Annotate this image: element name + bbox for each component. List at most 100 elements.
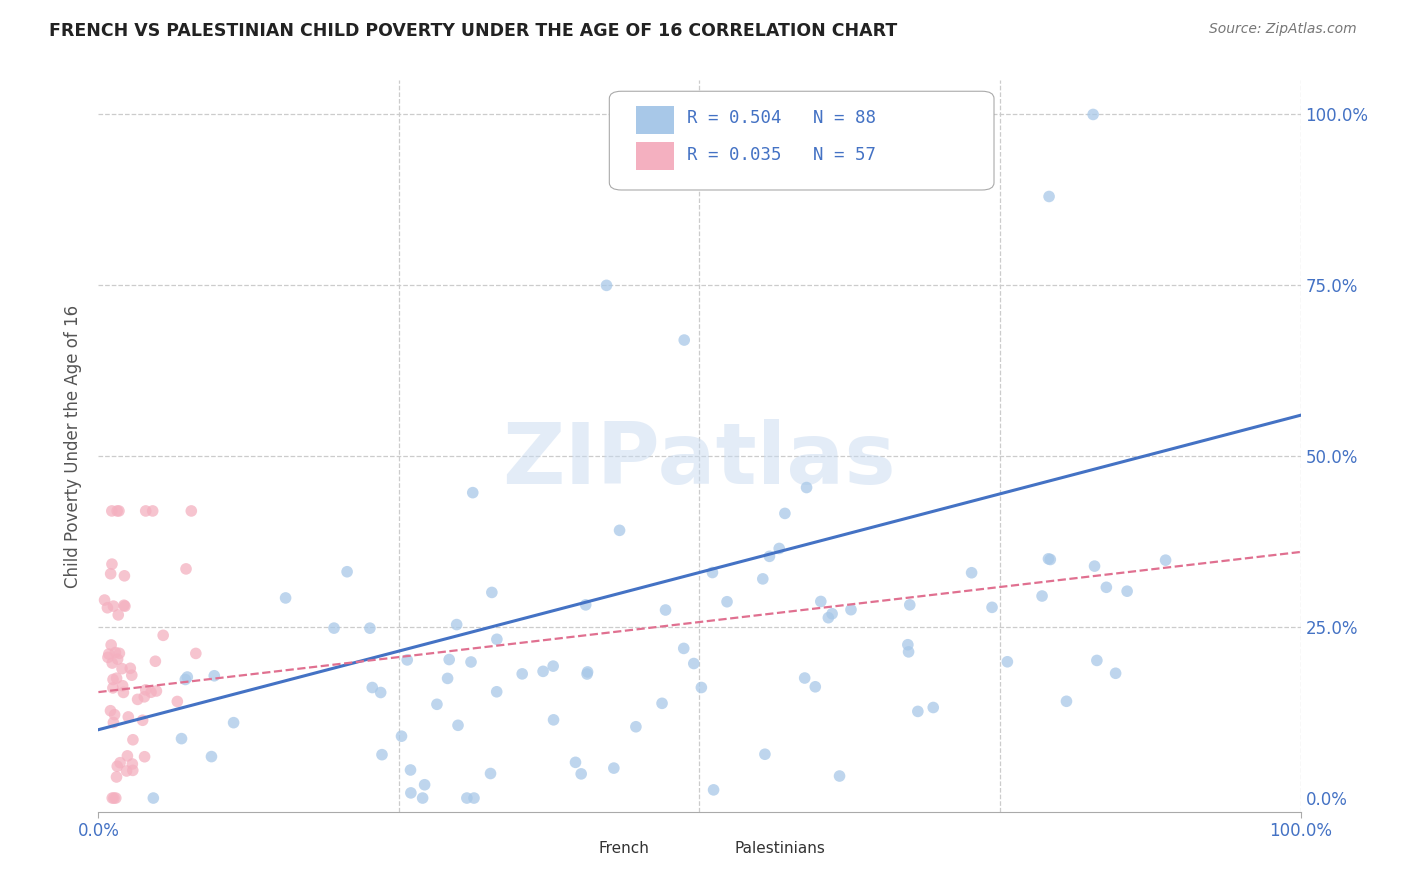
Point <box>396 653 419 667</box>
Point <box>624 720 647 734</box>
Point <box>121 764 143 778</box>
Point <box>180 504 202 518</box>
Point <box>105 759 128 773</box>
Point <box>152 628 174 642</box>
FancyBboxPatch shape <box>550 826 700 871</box>
Point <box>703 783 725 797</box>
Y-axis label: Child Poverty Under the Age of 16: Child Poverty Under the Age of 16 <box>65 304 83 588</box>
Point <box>107 652 129 666</box>
Point <box>122 732 145 747</box>
Point <box>1085 653 1108 667</box>
Point <box>336 565 359 579</box>
Point <box>460 655 482 669</box>
Point <box>479 766 502 780</box>
Point <box>485 685 508 699</box>
Point <box>412 791 434 805</box>
Point <box>463 791 485 805</box>
Text: R = 0.504   N = 88: R = 0.504 N = 88 <box>688 110 876 128</box>
Point <box>127 692 149 706</box>
Point <box>456 791 478 805</box>
Point <box>981 600 1004 615</box>
Text: Source: ZipAtlas.com: Source: ZipAtlas.com <box>1209 22 1357 37</box>
Point <box>115 764 138 778</box>
Point <box>142 791 165 805</box>
Point <box>222 715 245 730</box>
Point <box>839 603 862 617</box>
Point <box>960 566 983 580</box>
Point <box>103 791 125 805</box>
Point <box>371 747 394 762</box>
Point <box>108 646 131 660</box>
Point <box>117 748 139 763</box>
Point <box>101 673 124 687</box>
Point <box>145 684 167 698</box>
Point <box>907 705 929 719</box>
Point <box>96 600 118 615</box>
Point <box>1039 552 1062 566</box>
Point <box>134 749 156 764</box>
Text: R = 0.035   N = 57: R = 0.035 N = 57 <box>688 146 876 164</box>
Point <box>101 656 124 670</box>
Point <box>1104 666 1126 681</box>
Point <box>995 655 1018 669</box>
Point <box>370 685 392 699</box>
Point <box>170 731 193 746</box>
Point <box>108 504 131 518</box>
FancyBboxPatch shape <box>688 826 873 871</box>
Point <box>103 715 125 730</box>
Point <box>391 729 413 743</box>
Point <box>1038 189 1060 203</box>
Point <box>690 681 713 695</box>
Text: French: French <box>599 841 650 855</box>
Point <box>1081 107 1104 121</box>
Point <box>1083 559 1105 574</box>
Point <box>682 657 704 671</box>
Point <box>543 713 565 727</box>
Point <box>323 621 346 635</box>
Point <box>672 641 695 656</box>
Point <box>107 607 129 622</box>
Point <box>1038 552 1060 566</box>
Point <box>768 541 790 556</box>
Point <box>361 681 384 695</box>
Point <box>603 761 626 775</box>
Point <box>174 673 197 687</box>
Point <box>1031 589 1053 603</box>
Point <box>105 770 128 784</box>
Point <box>184 647 207 661</box>
Point <box>609 524 631 538</box>
Point <box>754 747 776 762</box>
Text: ZIPatlas: ZIPatlas <box>502 419 897 502</box>
Point <box>103 707 125 722</box>
Point <box>111 662 134 676</box>
Point <box>105 504 128 518</box>
Point <box>105 671 128 685</box>
Point <box>100 566 122 581</box>
Point <box>752 572 775 586</box>
Point <box>426 698 449 712</box>
Point <box>821 607 844 621</box>
Point <box>413 778 436 792</box>
Point <box>576 667 599 681</box>
Bar <box>636 106 675 134</box>
Point <box>100 638 122 652</box>
Point <box>773 507 796 521</box>
Bar <box>636 143 675 170</box>
Point <box>804 680 827 694</box>
Point <box>135 682 157 697</box>
Point <box>569 767 592 781</box>
Point <box>120 661 142 675</box>
Point <box>897 638 920 652</box>
Point <box>564 756 586 770</box>
Point <box>93 593 115 607</box>
Point <box>758 549 780 564</box>
Point <box>139 685 162 699</box>
Point <box>134 690 156 704</box>
Point <box>447 718 470 732</box>
Point <box>135 504 157 518</box>
Point <box>922 700 945 714</box>
Point <box>121 668 143 682</box>
Point <box>202 669 225 683</box>
Point <box>114 599 136 614</box>
Point <box>112 685 135 699</box>
